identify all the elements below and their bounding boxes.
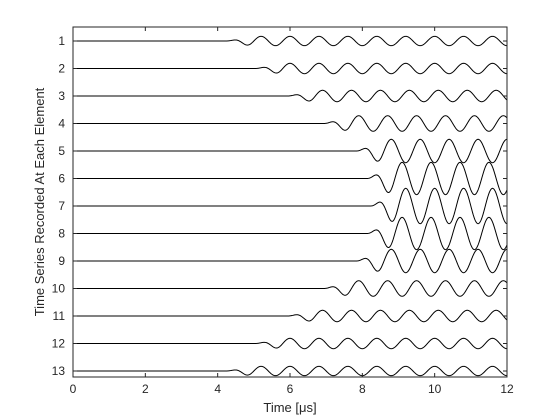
trace-element-12 — [73, 337, 508, 350]
x-tick-label: 12 — [500, 382, 514, 396]
y-axis-label: Time Series Recorded At Each Element — [32, 87, 47, 316]
y-tick-label: 12 — [52, 337, 66, 351]
trace-element-10 — [73, 280, 508, 297]
trace-element-9 — [73, 248, 508, 274]
trace-element-8 — [73, 216, 508, 251]
x-axis-label: Time [μs] — [263, 400, 316, 415]
trace-element-1 — [73, 35, 508, 47]
y-tick-label: 13 — [52, 364, 66, 378]
y-tick-label: 6 — [58, 172, 65, 186]
x-tick-label: 10 — [428, 382, 442, 396]
x-tick-label: 4 — [214, 382, 221, 396]
trace-element-6 — [73, 161, 508, 196]
y-tick-label: 5 — [58, 144, 65, 158]
trace-element-5 — [73, 138, 508, 164]
y-tick-label: 10 — [52, 282, 66, 296]
traces-group — [73, 35, 508, 377]
y-tick-label: 7 — [58, 199, 65, 213]
x-tick-label: 0 — [70, 382, 77, 396]
y-tick-label: 11 — [53, 309, 66, 323]
y-tick-label: 1 — [58, 34, 65, 48]
trace-element-7 — [73, 187, 508, 225]
trace-element-3 — [73, 89, 508, 103]
trace-element-13 — [73, 365, 508, 377]
trace-element-11 — [73, 309, 508, 323]
y-tick-label: 9 — [58, 254, 65, 268]
trace-element-4 — [73, 115, 508, 132]
x-ticks: 0 2 4 6 8 10 12 — [70, 27, 514, 396]
x-tick-label: 8 — [359, 382, 366, 396]
y-tick-label: 2 — [58, 62, 65, 76]
y-tick-label: 3 — [58, 89, 65, 103]
y-tick-label: 4 — [58, 117, 65, 131]
trace-element-2 — [73, 62, 508, 75]
y-tick-label: 8 — [58, 227, 65, 241]
x-tick-label: 2 — [142, 382, 149, 396]
x-tick-label: 6 — [287, 382, 294, 396]
